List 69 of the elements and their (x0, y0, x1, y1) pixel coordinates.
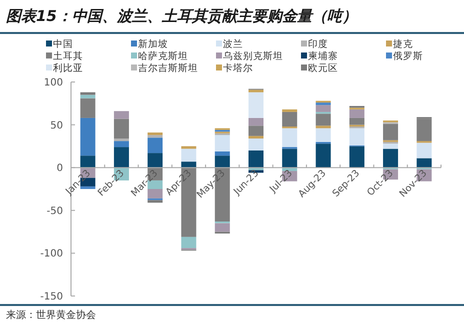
y-tick-label: 50 (50, 120, 63, 132)
bar (80, 118, 96, 156)
bar (316, 144, 331, 168)
bar (80, 94, 96, 98)
bar (349, 146, 364, 168)
legend-label: 欧元区 (308, 63, 338, 74)
bar (316, 128, 331, 142)
bar (181, 236, 196, 248)
bar (181, 146, 196, 149)
bar (181, 162, 196, 168)
bar (214, 135, 230, 152)
bar (80, 156, 96, 168)
bar (248, 90, 264, 92)
legend-label: 新加坡 (138, 38, 168, 50)
legend-label: 哈萨克斯坦 (138, 50, 188, 62)
bar (416, 158, 432, 168)
bar (114, 138, 129, 142)
legend-label: 吉尔吉斯斯坦 (138, 62, 198, 74)
legend-label: 波兰 (223, 38, 243, 50)
bar (214, 151, 230, 156)
bar (214, 156, 230, 168)
bar (416, 118, 432, 142)
bar (416, 142, 432, 158)
bar (282, 148, 298, 168)
legend-label: 土耳其 (53, 50, 83, 62)
bar (282, 109, 298, 112)
bar (114, 147, 129, 168)
bar (383, 148, 398, 168)
bar (80, 92, 96, 95)
bar (148, 132, 163, 136)
legend-label: 乌兹别克斯坦 (223, 50, 283, 62)
source-note: 来源：世界黄金协会 (6, 309, 96, 321)
legend-label: 捷克 (393, 38, 413, 50)
bar (316, 126, 331, 128)
bar (349, 109, 364, 118)
bar (148, 135, 163, 138)
bar (316, 102, 331, 106)
legend-label: 印度 (308, 38, 328, 50)
bar (383, 144, 398, 149)
bar (148, 153, 163, 168)
y-tick-label: 0 (56, 163, 63, 174)
bar (349, 128, 364, 146)
bar (248, 150, 264, 168)
legend-label: 中国 (53, 38, 73, 50)
bar (114, 118, 129, 138)
bar (248, 138, 264, 150)
bar (282, 128, 298, 148)
bar (316, 114, 331, 126)
bar (148, 138, 163, 154)
chart-title: 图表15：中国、波兰、土耳其贡献主要购金量（吨） (6, 7, 357, 25)
bar (148, 200, 163, 203)
bar (282, 112, 298, 127)
legend-label: 利比亚 (53, 62, 83, 74)
y-tick-label: 100 (44, 78, 63, 88)
bar (114, 111, 129, 119)
bar (114, 141, 129, 148)
bar (80, 98, 96, 118)
bar (181, 148, 196, 162)
legend-label: 俄罗斯 (393, 50, 423, 62)
bar (248, 136, 264, 138)
bar (248, 126, 264, 136)
y-tick-label: -100 (40, 248, 63, 260)
y-tick-label: -50 (46, 206, 63, 217)
y-tick-label: -150 (40, 292, 63, 302)
legend-label: 柬埔寨 (308, 50, 338, 62)
bar (349, 118, 364, 125)
legend-label: 卡塔尔 (223, 62, 253, 74)
bar (214, 223, 230, 232)
bar (316, 105, 331, 112)
